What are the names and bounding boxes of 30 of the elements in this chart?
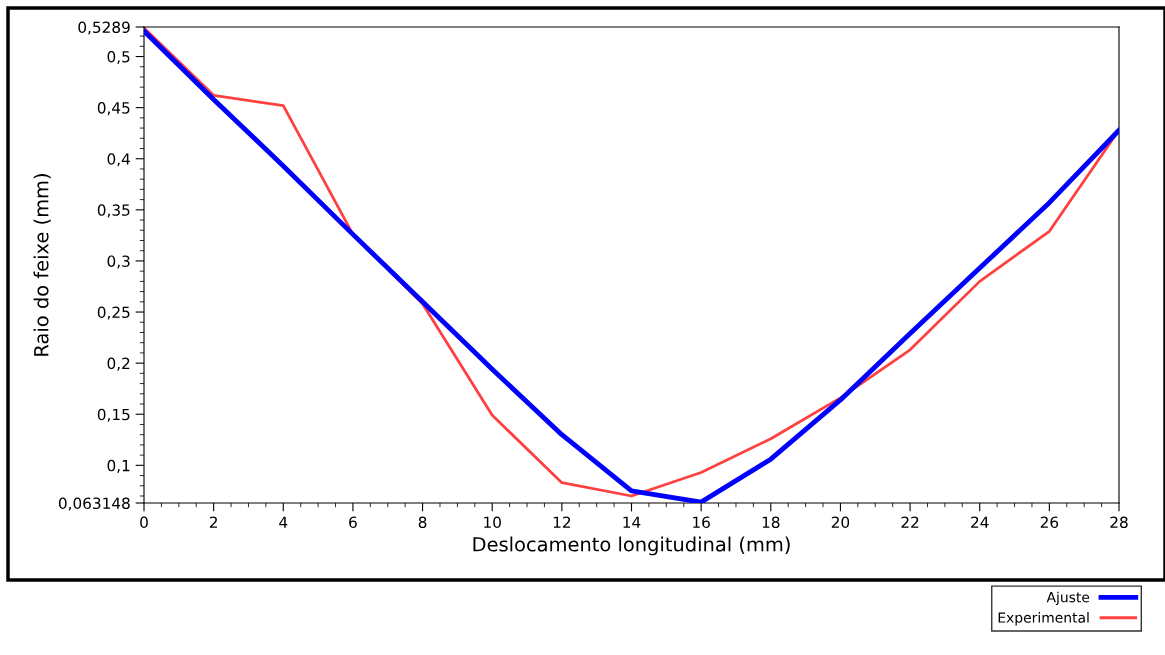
y-tick-label: 0,3	[107, 255, 130, 269]
x-tick-label: 10	[484, 516, 501, 529]
y-tick-label: 0,5289	[78, 21, 130, 35]
x-tick-label: 12	[553, 516, 571, 528]
x-tick-label: 26	[1040, 516, 1059, 529]
x-tick-label: 0	[140, 516, 148, 529]
legend-label: Experimental	[998, 612, 1089, 626]
x-axis-title: Deslocamento longitudinal (mm)	[473, 536, 790, 556]
y-tick-label: 0,25	[97, 306, 130, 320]
y-tick-label: 0,45	[97, 102, 130, 116]
x-tick-label: 18	[762, 516, 780, 529]
x-tick-label: 28	[1110, 516, 1128, 529]
y-tick-label: 0,5	[107, 51, 130, 65]
x-tick-label: 14	[623, 516, 641, 528]
y-tick-label: 0,1	[107, 459, 130, 473]
x-tick-label: 6	[349, 516, 357, 529]
x-tick-label: 16	[693, 516, 710, 529]
x-tick-label: 4	[279, 516, 288, 528]
x-tick-label: 22	[901, 516, 919, 528]
y-tick-label: 0,4	[107, 153, 130, 167]
y-tick-label: 0,2	[107, 357, 130, 371]
y-tick-label: 0,35	[97, 204, 130, 218]
x-tick-label: 8	[418, 516, 427, 529]
y-tick-label: 0,063148	[58, 497, 130, 511]
y-axis-title: Raio do feixe (mm)	[33, 174, 51, 356]
x-tick-label: 24	[971, 516, 989, 528]
x-tick-label: 2	[209, 516, 217, 528]
legend-label: Ajuste	[1046, 591, 1090, 606]
y-tick-label: 0,15	[97, 408, 130, 422]
x-tick-label: 20	[831, 516, 850, 529]
